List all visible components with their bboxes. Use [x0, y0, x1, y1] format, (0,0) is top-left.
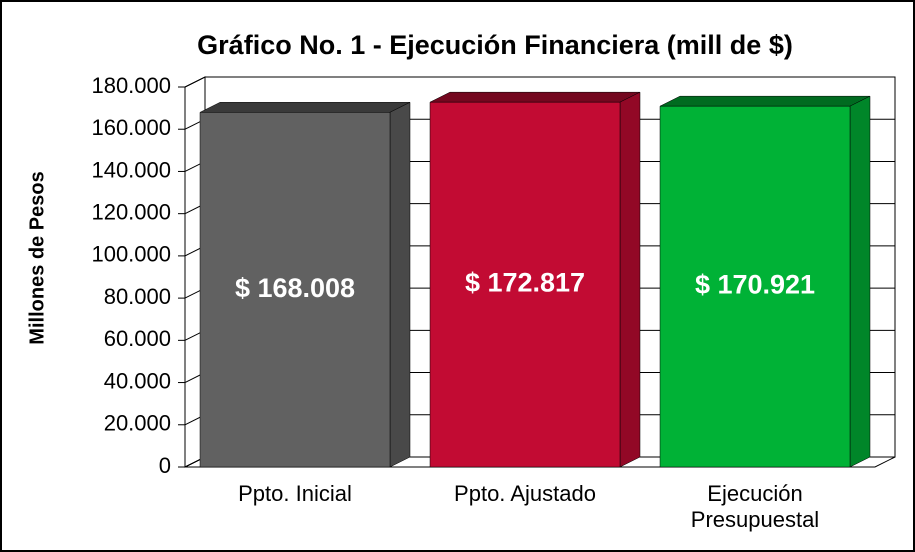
bar-top	[199, 102, 411, 113]
data-label: $ 172.817	[465, 268, 585, 298]
y-tick-label: 120.000	[91, 199, 171, 224]
x-tick-label: Ejecución Presupuestal	[690, 481, 820, 532]
y-tick-label: 60.000	[104, 326, 171, 351]
bar-front	[429, 101, 621, 468]
x-tick-label: Ppto. Ajustado	[454, 481, 596, 506]
bar	[199, 101, 411, 468]
y-tick-label: 160.000	[91, 115, 171, 140]
bar-front	[659, 105, 851, 468]
grid-line	[184, 76, 895, 88]
y-tick-label: 0	[159, 453, 171, 478]
y-tick-label: 100.000	[91, 242, 171, 267]
y-tick-label: 40.000	[104, 368, 171, 393]
bar-top	[659, 95, 871, 107]
bar	[429, 91, 641, 468]
y-tick-label: 20.000	[104, 411, 171, 436]
y-axis-label: Millones de Pesos	[26, 171, 48, 344]
data-label: $ 168.008	[235, 273, 355, 303]
y-tick-label: 140.000	[91, 157, 171, 182]
bar-side	[619, 91, 641, 468]
y-tick-label: 180.000	[91, 73, 171, 98]
bar-front	[199, 112, 391, 468]
bar-side	[389, 101, 411, 468]
x-tick-label: Ppto. Inicial	[238, 481, 352, 506]
bar-side	[849, 95, 871, 468]
bar-top	[429, 91, 641, 103]
bar	[659, 95, 871, 468]
y-tick-label: 80.000	[104, 284, 171, 309]
data-label: $ 170.921	[695, 270, 815, 300]
chart-title: Gráfico No. 1 - Ejecución Financiera (mi…	[197, 30, 793, 60]
